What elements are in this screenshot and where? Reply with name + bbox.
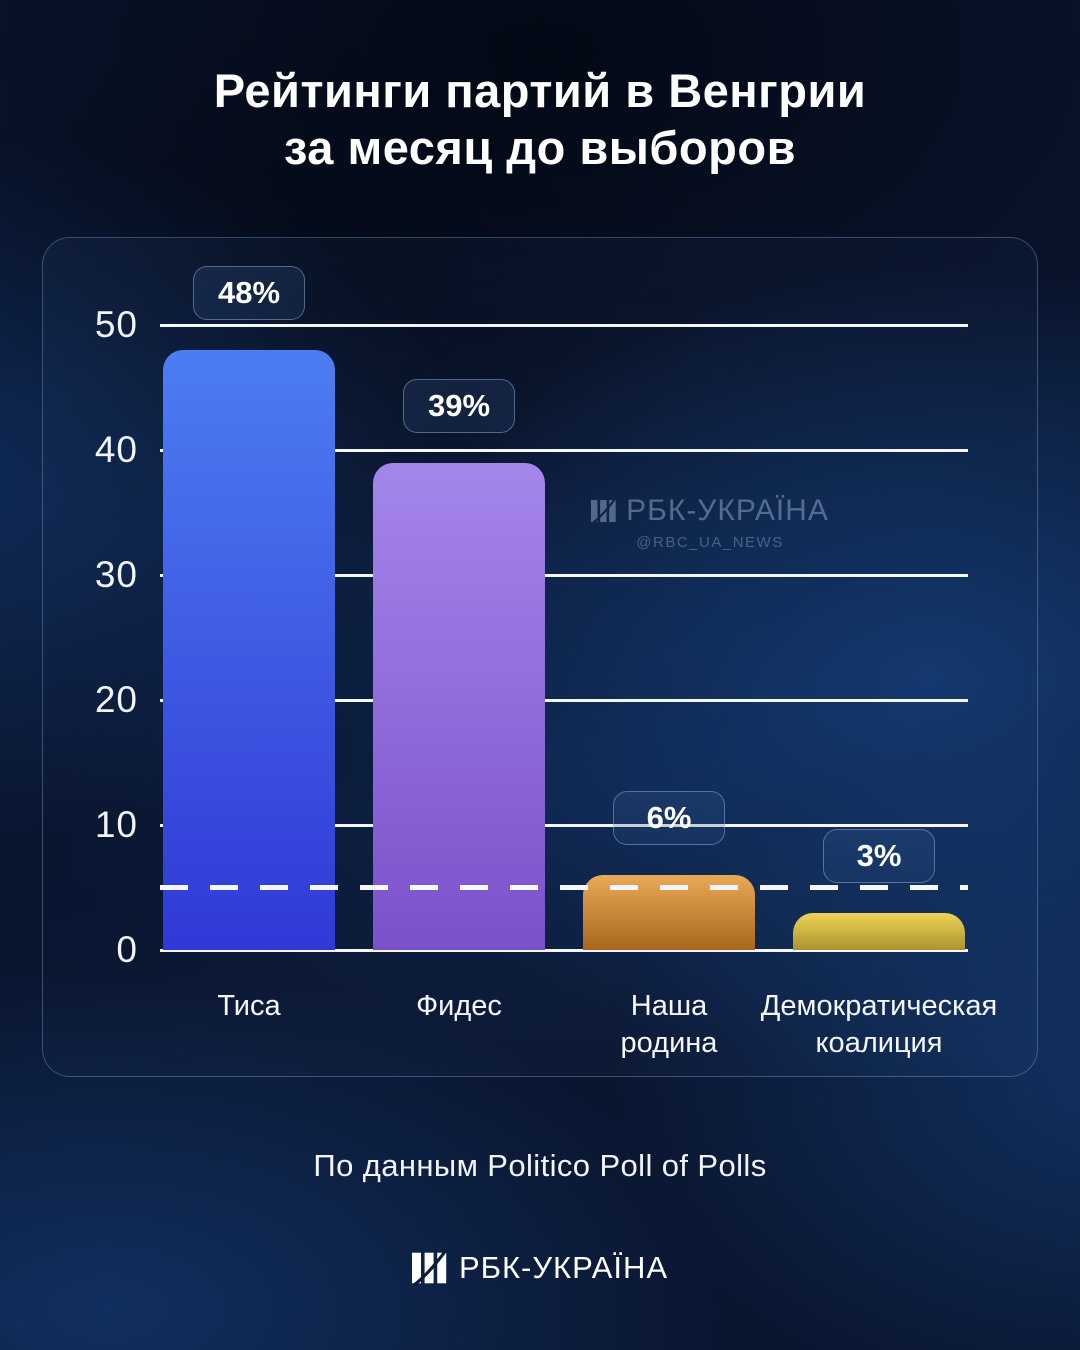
bar-0 [163,350,335,950]
x-axis-label: Наша родина [620,990,718,1060]
threshold-line [160,885,968,890]
x-axis-label: Фидес [416,990,502,1022]
gridline-50 [160,323,968,327]
page-title: Рейтинги партий в Венгрии за месяц до вы… [0,62,1080,177]
watermark-brand: РБК-УКРАЇНА [626,494,829,527]
watermark: РБК-УКРАЇНА @RBC_UA_NEWS [560,494,860,551]
y-tick-label: 40 [94,429,138,470]
footer-logo: РБК-УКРАЇНА [0,1250,1080,1286]
bar-1 [373,462,545,950]
footer-brand: РБК-УКРАЇНА [458,1250,669,1285]
gridline-10 [160,823,968,827]
y-tick-label: 30 [94,554,138,595]
value-badge: 6% [613,791,725,845]
gridline-20 [160,698,968,702]
gridline-0 [160,948,968,952]
gridline-30 [160,573,968,577]
y-tick-label: 0 [116,929,138,970]
watermark-handle: @RBC_UA_NEWS [636,534,784,551]
y-tick-label: 10 [94,804,138,845]
y-tick-label: 50 [94,304,138,345]
rbc-bars-icon [411,1250,448,1286]
watermark-brand-row: РБК-УКРАЇНА [560,494,860,528]
title-line-1: Рейтинги партий в Венгрии [213,64,867,117]
bar-3 [793,912,965,950]
y-tick-label: 20 [94,679,138,720]
value-badge: 48% [193,266,305,320]
value-badge: 39% [403,378,515,433]
title-line-2: за месяц до выборов [284,121,796,175]
value-badge: 3% [823,828,935,883]
x-axis-label: Демократическая коалиция [760,990,998,1060]
x-axis-label: Тиса [217,990,281,1022]
gridline-40 [160,448,968,452]
rbc-bars-icon [591,498,617,524]
source-note: По данным Politico Poll of Polls [313,1148,767,1183]
